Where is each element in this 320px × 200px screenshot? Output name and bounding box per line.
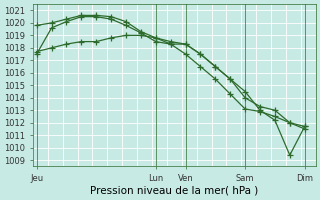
X-axis label: Pression niveau de la mer( hPa ): Pression niveau de la mer( hPa ) (90, 186, 259, 196)
